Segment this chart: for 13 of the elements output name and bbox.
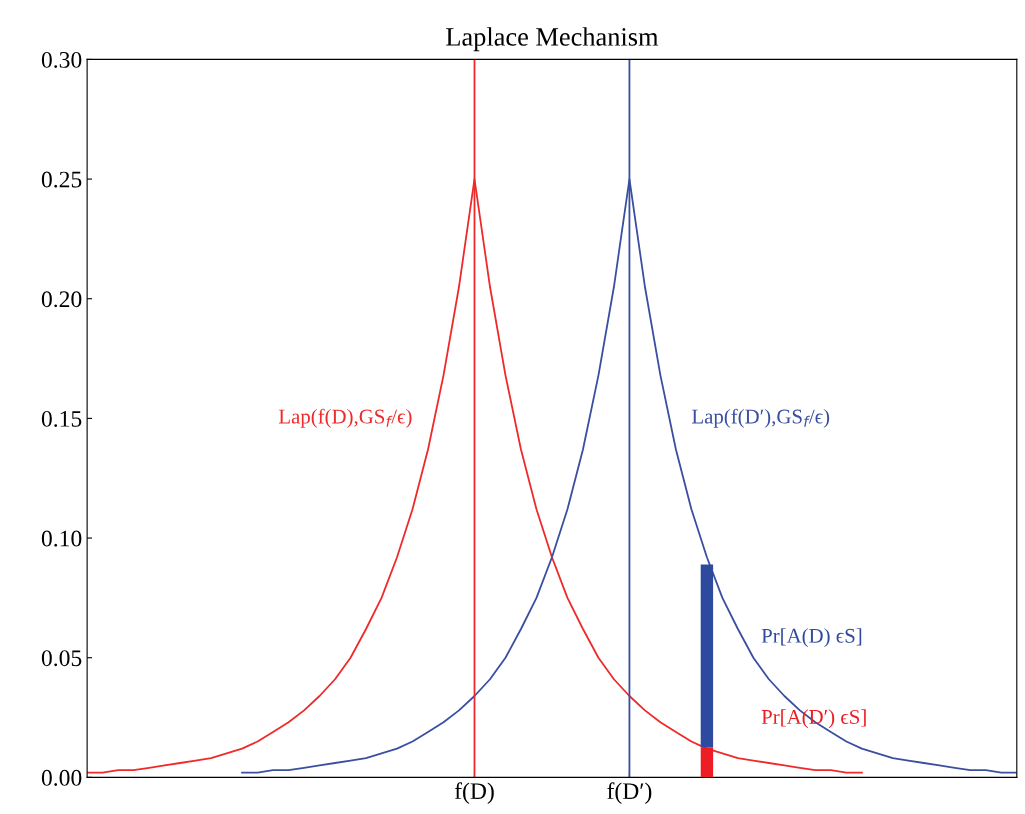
- series-label: Lap(f(D′),GS$_{f}$/ϵ): [692, 408, 830, 428]
- series-label: Lap(f(D),GS$_{f}$/ϵ): [278, 408, 412, 428]
- y-tick-label: 0.05: [41, 650, 82, 667]
- x-tick-label: f(D): [454, 782, 494, 804]
- chart-title: Laplace Mechanism: [446, 27, 659, 52]
- y-tick-label: 0.00: [41, 769, 82, 786]
- y-tick-label: 0.15: [41, 410, 82, 427]
- y-tick-label: 0.10: [41, 530, 82, 547]
- y-tick-label: 0.20: [41, 291, 82, 308]
- y-tick-label: 0.25: [41, 171, 82, 188]
- x-tick-label: f(D′): [607, 782, 652, 804]
- y-tick-label: 0.30: [41, 51, 82, 68]
- text: Pr[A(D) ϵS]: [761, 628, 862, 648]
